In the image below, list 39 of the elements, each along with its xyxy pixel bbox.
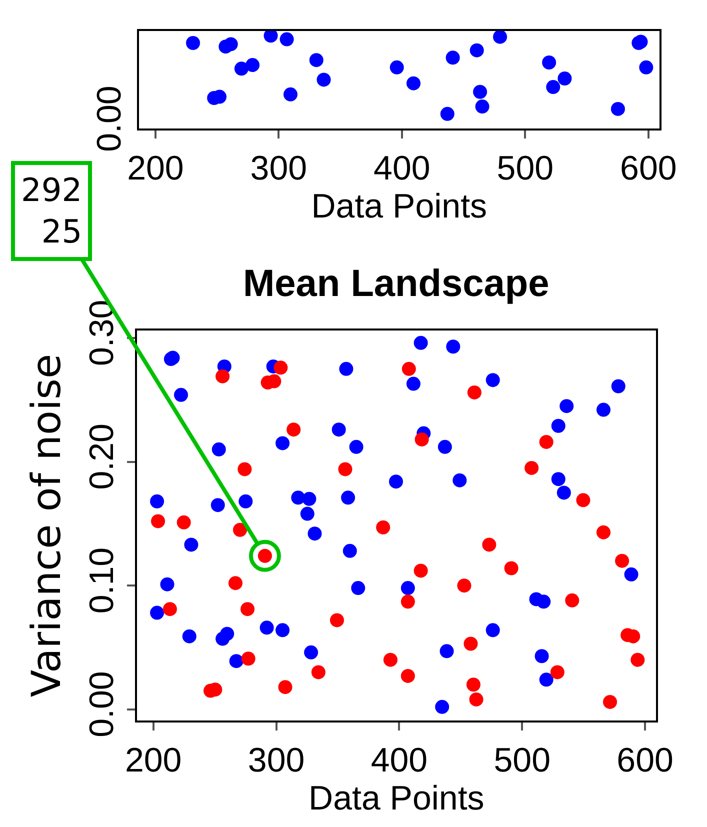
point <box>224 37 238 52</box>
point <box>280 32 294 46</box>
point <box>440 106 454 121</box>
x-tick-label: 300 <box>250 149 308 188</box>
x-tick-label: 200 <box>127 149 184 188</box>
y-tick-label: 0.10 <box>83 547 122 614</box>
x-tick-label: 500 <box>494 741 550 780</box>
point <box>473 84 488 99</box>
point <box>610 102 625 116</box>
point <box>284 87 298 102</box>
y-tick-label: 0.00 <box>83 671 122 738</box>
x-tick-label: 600 <box>620 149 677 188</box>
point <box>558 71 572 86</box>
point <box>309 53 324 68</box>
annotation: 292 25 <box>21 171 82 251</box>
point <box>316 72 331 87</box>
point <box>639 60 654 74</box>
point <box>234 62 248 76</box>
point <box>390 60 404 74</box>
x-tick-label: 300 <box>248 741 305 780</box>
point <box>470 43 484 58</box>
x-tick-label: 600 <box>616 741 674 780</box>
chart-title: Mean Landscape <box>243 263 550 305</box>
x-tick-label: 500 <box>496 149 554 188</box>
y-axis-title: Variance of noise <box>24 354 70 698</box>
point <box>542 56 556 70</box>
point <box>475 100 490 114</box>
point <box>546 80 560 94</box>
x-tick-label: 400 <box>370 741 428 780</box>
point <box>406 76 420 90</box>
point <box>493 31 508 44</box>
x-tick-label: 200 <box>124 741 182 780</box>
point <box>246 58 260 72</box>
x-tick-label: 400 <box>374 149 430 188</box>
x-axis-title: Data Points <box>308 779 484 818</box>
y-tick-label: 0.20 <box>83 424 122 490</box>
point <box>446 50 460 65</box>
x-axis-title: Data Points <box>311 187 488 226</box>
point <box>186 36 200 50</box>
